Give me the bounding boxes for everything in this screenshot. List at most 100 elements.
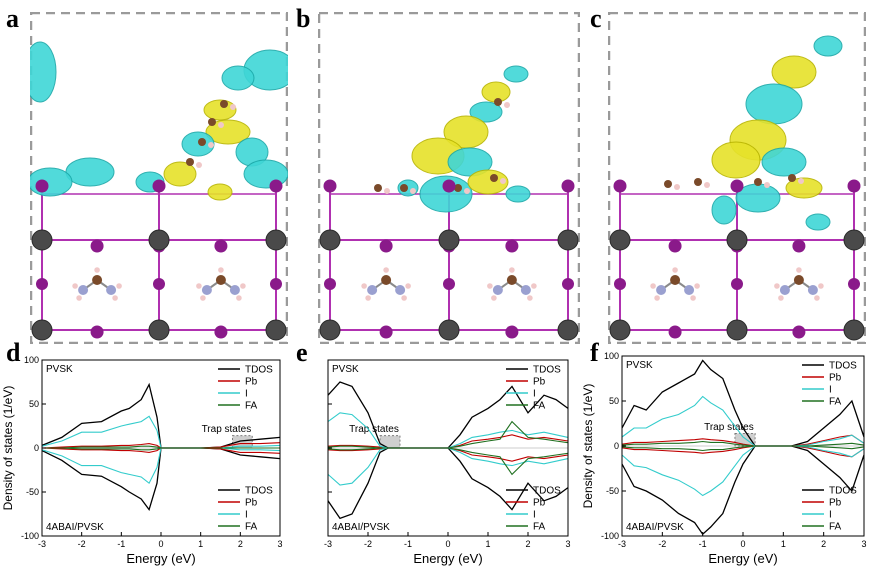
iodine-atom (379, 325, 393, 339)
series-line-pb-upper (621, 434, 865, 447)
hydrogen-atom (200, 295, 206, 301)
carbon-atom (220, 100, 228, 108)
x-tick-label: 1 (781, 539, 786, 549)
carbon-atom (670, 275, 681, 285)
lead-atom (726, 319, 748, 341)
lead-atom (319, 229, 341, 251)
hydrogen-atom (500, 178, 506, 184)
hydrogen-atom (674, 184, 680, 190)
x-tick-label: -1 (699, 539, 707, 549)
panel-letter-d: d (6, 338, 21, 367)
legend-label: TDOS (533, 365, 561, 376)
iodine-atom (214, 325, 228, 339)
iodine-atom (730, 179, 744, 193)
carbon-atom (754, 178, 762, 186)
iodine-atom (153, 278, 165, 290)
panel-letter-f: f (590, 338, 599, 367)
yellow-lobe (711, 141, 761, 179)
legend-label: I (829, 385, 832, 396)
hydrogen-atom (405, 283, 411, 289)
hydrogen-atom (650, 283, 656, 289)
x-tick-label: 3 (565, 539, 570, 549)
hydrogen-atom (798, 178, 804, 184)
bottom-system-label: 4ABAI/PVSK (46, 522, 104, 533)
hydrogen-atom (72, 283, 78, 289)
cyan-lobe (813, 35, 843, 57)
hydrogen-atom (196, 162, 202, 168)
lead-atom (726, 229, 748, 251)
lead-atom (31, 319, 53, 341)
panel-letter-a: a (6, 4, 19, 33)
series-line-i-upper (327, 412, 569, 449)
y-axis-label: Density of states (1/eV) (1, 386, 15, 511)
carbon-atom (400, 184, 408, 192)
y-tick-label: 0 (614, 441, 619, 451)
hydrogen-atom (504, 102, 510, 108)
hydrogen-atom (236, 295, 242, 301)
iodine-atom (668, 325, 682, 339)
lead-atom (609, 229, 631, 251)
legend-label: TDOS (533, 486, 561, 497)
carbon-atom (506, 275, 517, 285)
surface-molecule (664, 174, 804, 190)
cyan-lobe (221, 65, 255, 91)
hydrogen-atom (764, 182, 770, 188)
series-line-pb-lower (621, 445, 865, 458)
legend-label: FA (245, 522, 258, 533)
series-line-fa-lower (327, 447, 569, 476)
series-line-pb-upper (41, 442, 281, 449)
series-line-fa-upper (327, 420, 569, 449)
lead-atom (843, 319, 865, 341)
legend-label: FA (533, 401, 546, 412)
fa-molecules (361, 267, 537, 301)
legend-label: Pb (245, 377, 258, 388)
hydrogen-atom (527, 295, 533, 301)
hydrogen-atom (778, 295, 784, 301)
nitrogen-atom (229, 285, 240, 295)
nitrogen-atom (520, 285, 531, 295)
yellow-lobe (467, 169, 509, 195)
dos-plot-f: Trap states -3 -2 -1 0 1 2 3 100 50 0 -50 -100 Energy… (581, 351, 867, 566)
hydrogen-atom (230, 104, 236, 110)
x-axis-label: Energy (eV) (413, 551, 482, 566)
nitrogen-atom (395, 285, 406, 295)
nitrogen-atom (106, 285, 117, 295)
iodine-atom (324, 278, 336, 290)
series-line-pb-lower (327, 447, 569, 462)
iodine-atom (35, 179, 49, 193)
series-line-i-upper (621, 395, 865, 447)
series-line-fa-upper (621, 440, 865, 447)
carbon-atom (793, 275, 804, 285)
hydrogen-atom (112, 295, 118, 301)
legend-label: Pb (245, 498, 258, 509)
hydrogen-atom (116, 283, 122, 289)
nitrogen-atom (807, 285, 818, 295)
structure-panel-c (608, 12, 866, 344)
legend-label: TDOS (245, 486, 273, 497)
carbon-atom (381, 275, 392, 285)
series-line-pb-lower (41, 447, 281, 454)
iodine-atom (214, 239, 228, 253)
legend-label: Pb (533, 377, 546, 388)
lead-atom (438, 229, 460, 251)
lead-atom (557, 319, 579, 341)
series-line-tdos-lower (621, 445, 865, 536)
x-axis-label: Energy (eV) (708, 551, 777, 566)
surface-molecule (186, 100, 236, 168)
series-line-fa-lower (42, 447, 280, 451)
hydrogen-atom (218, 122, 224, 128)
x-tick-label: 1 (198, 539, 203, 549)
hydrogen-atom (383, 267, 389, 273)
legend-label: TDOS (829, 486, 857, 497)
hydrogen-atom (410, 188, 416, 194)
legend-label: TDOS (245, 365, 273, 376)
surface-molecule (374, 98, 510, 194)
iodine-atom (847, 179, 861, 193)
series-line-tdos-lower (41, 447, 281, 512)
hydrogen-atom (401, 295, 407, 301)
x-tick-label: 1 (485, 539, 490, 549)
top-system-label: PVSK (626, 360, 653, 371)
